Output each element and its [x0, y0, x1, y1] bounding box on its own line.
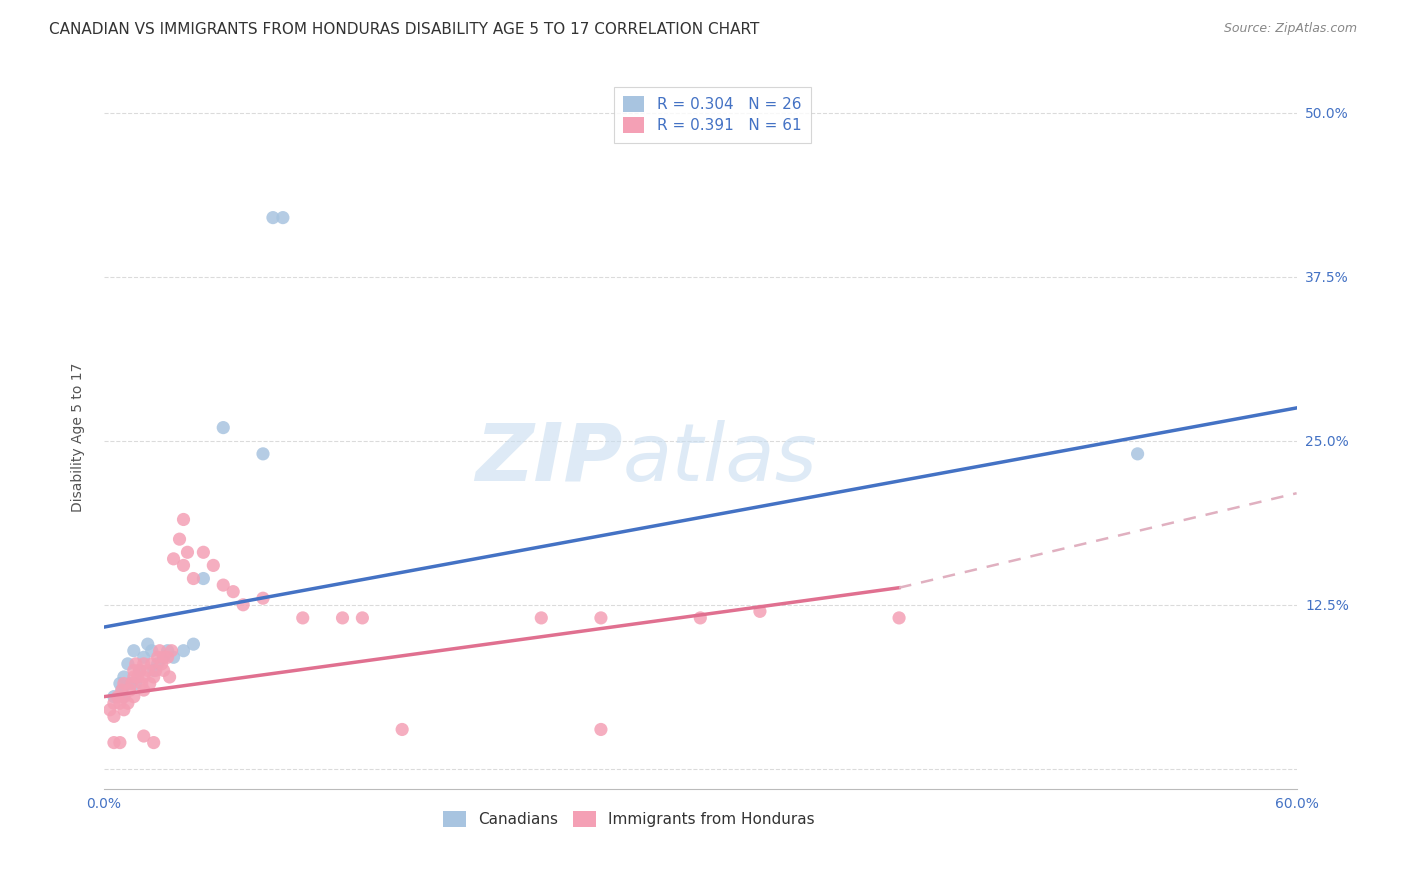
- Point: [156, 650, 179, 665]
- Point: [262, 211, 284, 225]
- Point: [103, 735, 125, 749]
- Point: [173, 512, 195, 526]
- Point: [252, 447, 274, 461]
- Point: [183, 572, 205, 586]
- Point: [103, 690, 125, 704]
- Point: [128, 664, 150, 678]
- Point: [193, 572, 215, 586]
- Point: [136, 637, 159, 651]
- Point: [122, 690, 145, 704]
- Point: [112, 690, 135, 704]
- Point: [111, 683, 134, 698]
- Point: [112, 676, 135, 690]
- Point: [112, 703, 135, 717]
- Point: [152, 664, 174, 678]
- Point: [117, 657, 139, 671]
- Point: [108, 696, 131, 710]
- Point: [111, 683, 134, 698]
- Point: [108, 676, 131, 690]
- Point: [162, 552, 184, 566]
- Point: [589, 723, 612, 737]
- Point: [103, 709, 125, 723]
- Point: [176, 545, 198, 559]
- Point: [150, 657, 173, 671]
- Point: [138, 676, 160, 690]
- Point: [122, 644, 145, 658]
- Point: [530, 611, 553, 625]
- Point: [141, 644, 163, 658]
- Point: [141, 657, 163, 671]
- Point: [127, 670, 149, 684]
- Point: [146, 657, 169, 671]
- Point: [112, 670, 135, 684]
- Point: [887, 611, 910, 625]
- Point: [689, 611, 711, 625]
- Point: [136, 664, 159, 678]
- Point: [160, 644, 183, 658]
- Legend: Canadians, Immigrants from Honduras: Canadians, Immigrants from Honduras: [436, 805, 821, 833]
- Point: [132, 657, 155, 671]
- Y-axis label: Disability Age 5 to 17: Disability Age 5 to 17: [72, 363, 86, 512]
- Point: [291, 611, 314, 625]
- Point: [152, 650, 174, 665]
- Point: [589, 611, 612, 625]
- Point: [169, 532, 191, 546]
- Text: Source: ZipAtlas.com: Source: ZipAtlas.com: [1223, 22, 1357, 36]
- Point: [112, 690, 135, 704]
- Point: [142, 664, 165, 678]
- Point: [1126, 447, 1149, 461]
- Point: [132, 670, 155, 684]
- Point: [121, 676, 143, 690]
- Point: [132, 683, 155, 698]
- Point: [103, 696, 125, 710]
- Point: [252, 591, 274, 606]
- Point: [132, 729, 155, 743]
- Point: [125, 676, 148, 690]
- Point: [173, 644, 195, 658]
- Point: [156, 644, 179, 658]
- Point: [332, 611, 354, 625]
- Point: [122, 664, 145, 678]
- Point: [142, 735, 165, 749]
- Point: [193, 545, 215, 559]
- Point: [125, 657, 148, 671]
- Point: [222, 584, 245, 599]
- Text: ZIP: ZIP: [475, 419, 623, 498]
- Point: [232, 598, 254, 612]
- Point: [212, 420, 235, 434]
- Point: [183, 637, 205, 651]
- Point: [142, 670, 165, 684]
- Point: [107, 690, 129, 704]
- Point: [145, 664, 167, 678]
- Point: [108, 735, 131, 749]
- Point: [352, 611, 374, 625]
- Text: atlas: atlas: [623, 419, 817, 498]
- Point: [128, 664, 150, 678]
- Point: [212, 578, 235, 592]
- Point: [122, 670, 145, 684]
- Point: [173, 558, 195, 573]
- Point: [118, 676, 141, 690]
- Point: [202, 558, 225, 573]
- Point: [131, 676, 153, 690]
- Point: [98, 703, 121, 717]
- Point: [132, 650, 155, 665]
- Point: [162, 650, 184, 665]
- Text: CANADIAN VS IMMIGRANTS FROM HONDURAS DISABILITY AGE 5 TO 17 CORRELATION CHART: CANADIAN VS IMMIGRANTS FROM HONDURAS DIS…: [49, 22, 759, 37]
- Point: [118, 683, 141, 698]
- Point: [391, 723, 413, 737]
- Point: [271, 211, 294, 225]
- Point: [149, 644, 172, 658]
- Point: [146, 650, 169, 665]
- Point: [748, 604, 770, 618]
- Point: [117, 696, 139, 710]
- Point: [152, 650, 174, 665]
- Point: [159, 670, 181, 684]
